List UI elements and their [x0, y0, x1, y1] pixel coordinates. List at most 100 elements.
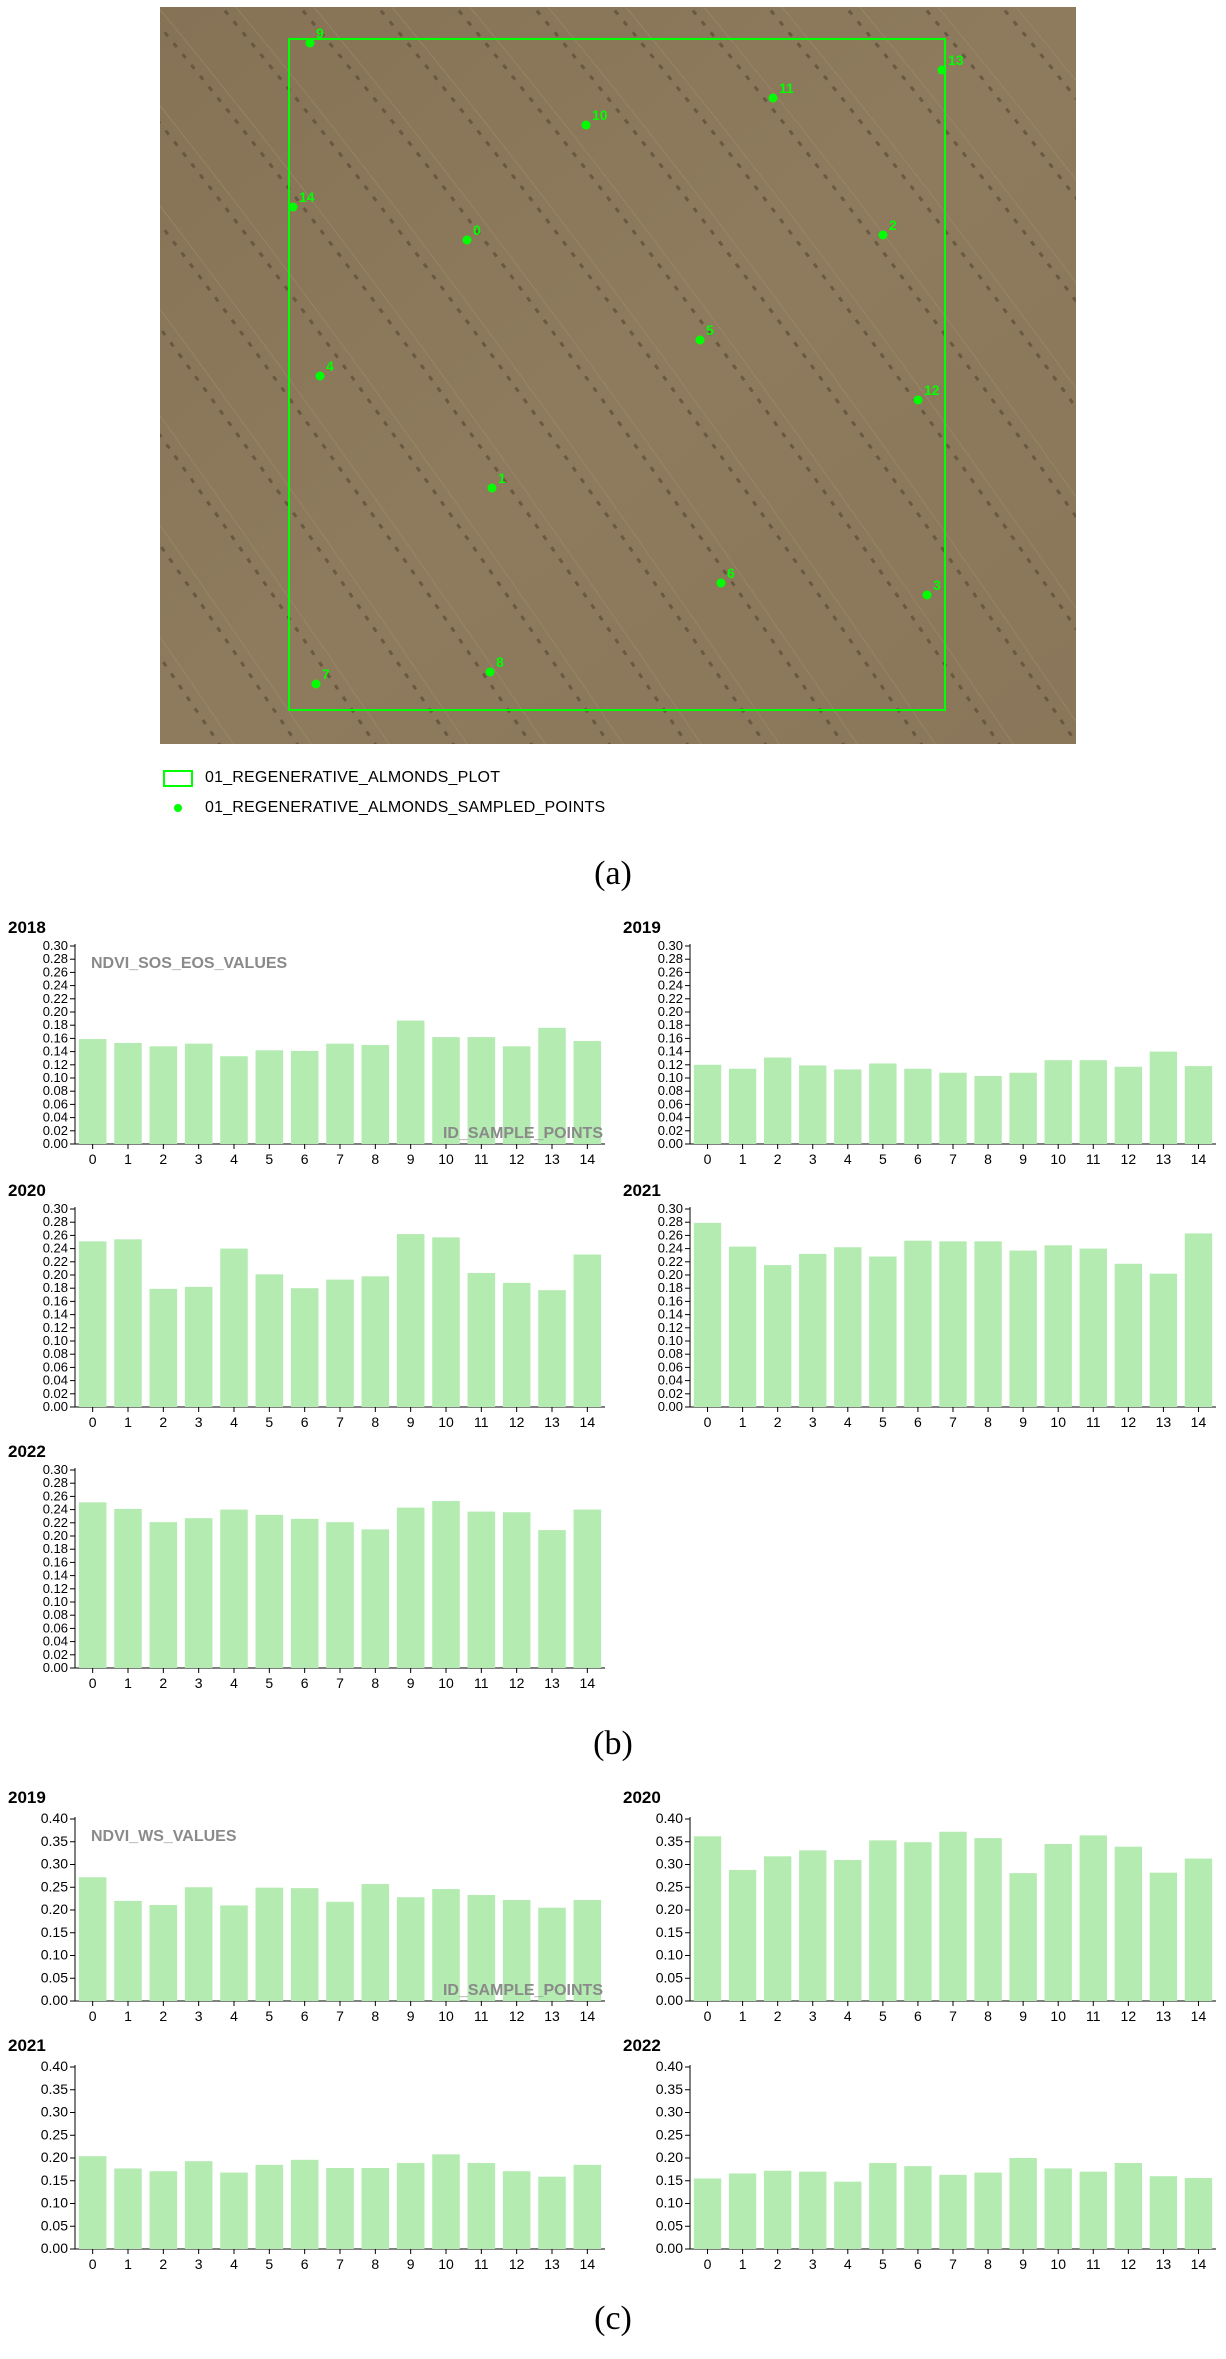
x-axis-label: ID_SAMPLE_POINTS: [443, 1982, 603, 1999]
y-tick-label: 0.22: [658, 1254, 683, 1269]
tree-row: [375, 7, 923, 744]
x-tick-label: 9: [1019, 1414, 1027, 1430]
x-tick-label: 14: [1191, 1414, 1207, 1430]
sample-point-7: [311, 679, 321, 689]
bar-11: [467, 1037, 496, 1144]
x-tick-label: 7: [949, 2256, 957, 2272]
bar-5: [869, 1256, 897, 1407]
tree-row-edge: [0, 0, 166, 760]
bar-13: [538, 2176, 566, 2249]
x-tick-label: 6: [914, 1414, 922, 1430]
tree-row: [219, 7, 767, 744]
x-tick-label: 8: [984, 1414, 992, 1430]
x-tick-label: 10: [438, 1151, 454, 1167]
y-tick-label: 0.06: [658, 1359, 683, 1374]
x-tick-label: 10: [438, 1414, 454, 1430]
bar-9: [1009, 1072, 1037, 1144]
x-tick-label: 13: [1156, 1151, 1172, 1167]
x-tick-label: 4: [230, 2256, 238, 2272]
x-tick-label: 3: [195, 1414, 203, 1430]
aerial-image: [160, 7, 1076, 744]
bar-12: [502, 2171, 531, 2249]
bar-6: [904, 1842, 932, 2001]
y-tick-label: 0.05: [41, 1969, 68, 1985]
bar-14: [573, 1899, 602, 2001]
x-tick-label: 6: [914, 2008, 922, 2024]
y-tick-label: 0.30: [41, 1856, 68, 1872]
y-tick-label: 0.08: [43, 1346, 68, 1361]
x-tick-label: 3: [195, 1151, 203, 1167]
y-tick-label: 0.18: [658, 1017, 683, 1032]
x-tick-label: 13: [544, 1151, 560, 1167]
chart-title: 2022: [623, 2036, 661, 2055]
x-tick-label: 2: [159, 1675, 167, 1691]
tree-row: [0, 0, 74, 760]
tree-row: [765, 7, 1076, 411]
chart-title: 2018: [8, 918, 46, 937]
bar-9: [396, 1897, 425, 2001]
x-tick-label: 14: [580, 2256, 596, 2272]
y-tick-label: 0.22: [43, 991, 68, 1006]
y-tick-label: 0.35: [656, 1833, 683, 1849]
y-tick-label: 0.10: [658, 1070, 683, 1085]
legend-plot-label: 01_REGENERATIVE_ALMONDS_PLOT: [205, 769, 501, 786]
chart-2021-ws: 2021 0.00 0.05 0.10 0.15 0.20 0.25 0.30 0.35 0.40…: [8, 2036, 605, 2272]
bar-7: [939, 2174, 967, 2249]
x-tick-label: 0: [704, 1414, 712, 1430]
sample-point-5: [695, 335, 705, 345]
y-tick-label: 0.05: [41, 2217, 68, 2233]
sample-point-label-7: 7: [322, 666, 330, 682]
bar-12: [502, 1512, 531, 1668]
bar-8: [974, 1076, 1002, 1144]
y-tick-label: 0.00: [43, 1136, 68, 1151]
bar-5: [255, 1274, 284, 1407]
y-tick-label: 0.24: [658, 1241, 683, 1256]
x-tick-label: 7: [336, 1675, 344, 1691]
sample-point-0: [462, 235, 472, 245]
y-tick-label: 0.14: [43, 1044, 68, 1059]
x-tick-label: 1: [124, 2008, 132, 2024]
x-tick-label: 1: [739, 1414, 747, 1430]
y-tick-label: 0.40: [656, 2058, 683, 2074]
x-tick-label: 4: [230, 1414, 238, 1430]
bar-0: [693, 1064, 722, 1144]
y-tick-label: 0.35: [656, 2081, 683, 2097]
bar-11: [1079, 1060, 1107, 1144]
y-tick-label: 0.10: [656, 2195, 683, 2211]
x-tick-label: 14: [1191, 2256, 1207, 2272]
x-tick-label: 14: [1191, 1151, 1207, 1167]
chart-2018-sos-eos: 20180.000.020.040.060.080.100.120.140.16…: [8, 918, 605, 1167]
x-tick-label: 11: [474, 1151, 489, 1167]
y-tick-label: 0.14: [43, 1307, 68, 1322]
chart-2022-ws: 2022 0.00 0.05 0.10 0.15 0.20 0.25 0.30 0.35 0.40…: [623, 2036, 1216, 2272]
y-tick-label: 0.06: [658, 1096, 683, 1111]
bar-4: [834, 2181, 862, 2249]
y-tick-label: 0.40: [656, 1810, 683, 1826]
x-tick-label: 6: [914, 1151, 922, 1167]
y-tick-label: 0.40: [41, 1810, 68, 1826]
y-tick-label: 0.10: [41, 2195, 68, 2211]
bar-12: [502, 1899, 531, 2001]
y-tick-label: 0.24: [43, 1241, 68, 1256]
bar-7: [939, 1831, 967, 2001]
x-tick-label: 10: [438, 2008, 454, 2024]
x-tick-label: 1: [124, 1414, 132, 1430]
bar-10: [432, 1501, 460, 1668]
bar-13: [538, 1027, 566, 1144]
x-tick-label: 14: [580, 2008, 596, 2024]
x-tick-label: 13: [1156, 2256, 1172, 2272]
bar-0: [78, 1877, 107, 2001]
tree-row: [160, 24, 689, 744]
y-tick-label: 0.15: [41, 2172, 68, 2188]
x-tick-label: 11: [1086, 2008, 1101, 2024]
bar-12: [502, 1046, 531, 1144]
bar-13: [1149, 1051, 1178, 1144]
bar-1: [114, 1900, 142, 2001]
bar-3: [184, 1887, 213, 2001]
bar-2: [149, 1046, 178, 1144]
sample-point-9: [305, 38, 315, 48]
bar-14: [573, 1509, 602, 1668]
bar-1: [114, 1043, 142, 1144]
x-tick-label: 2: [774, 2008, 782, 2024]
